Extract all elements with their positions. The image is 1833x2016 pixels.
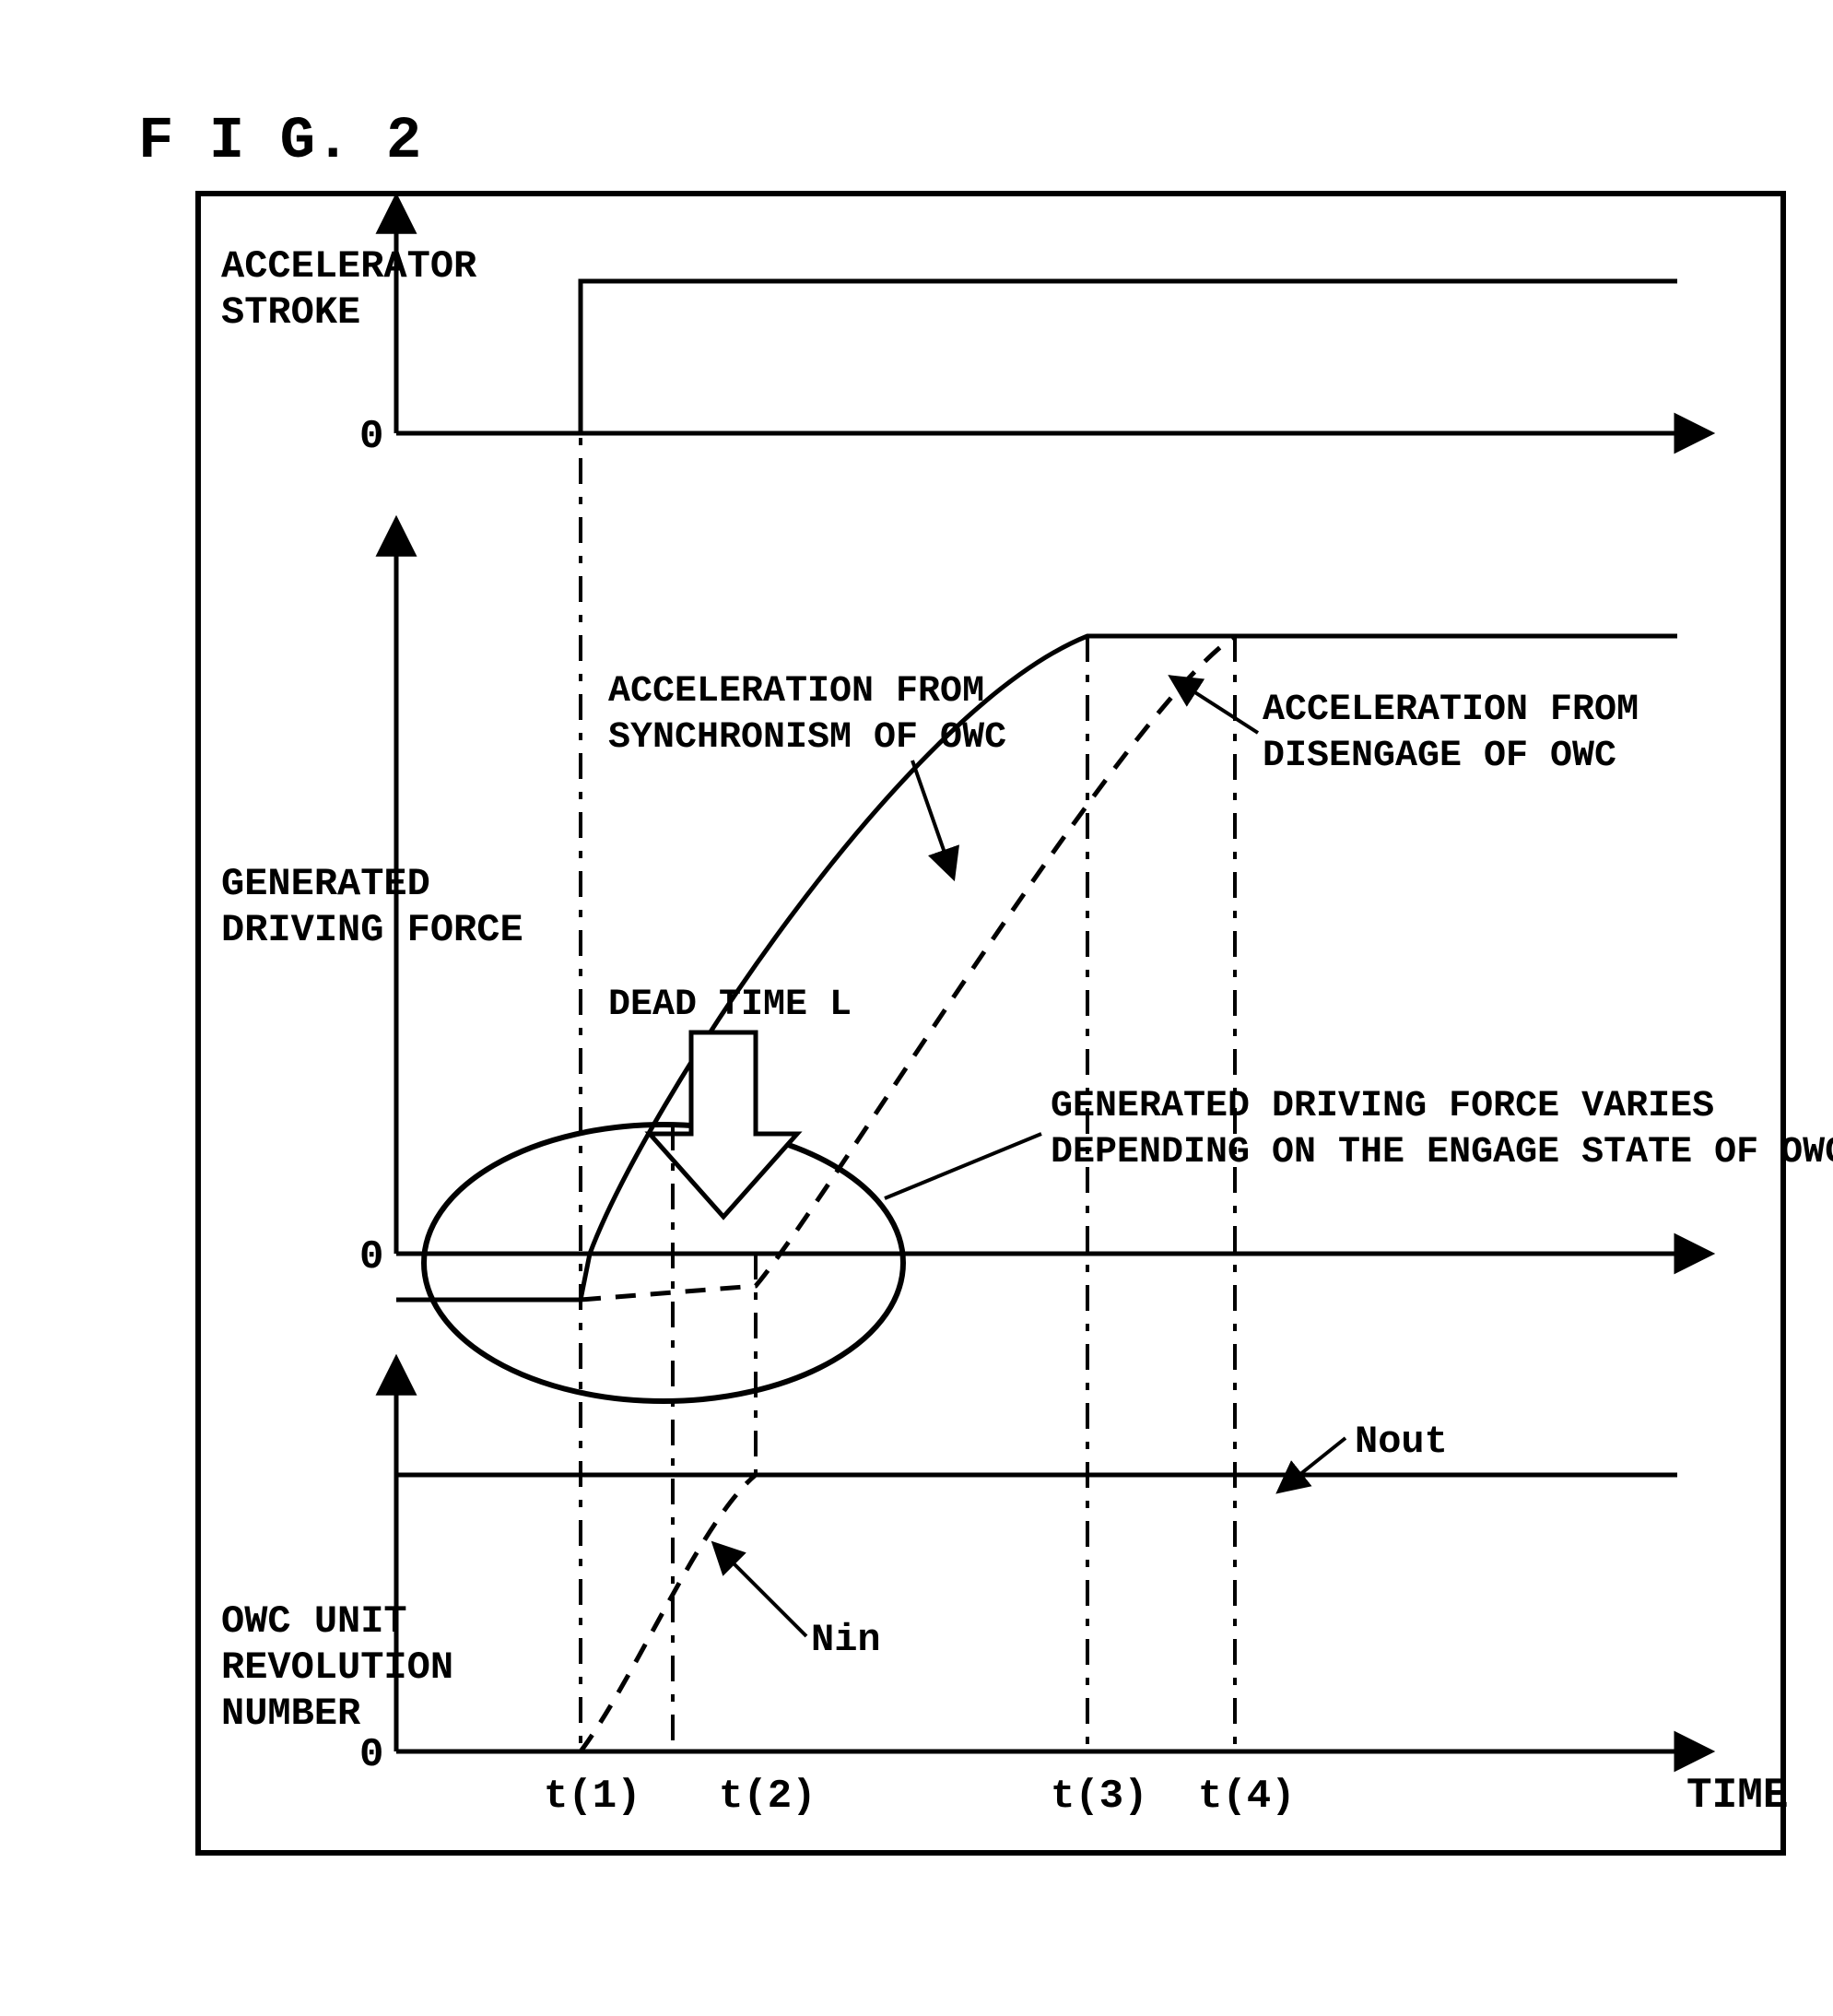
callout-2: DEPENDING ON THE ENGAGE STATE OF OWC [1051,1132,1833,1173]
tick-t3: t(3) [1051,1774,1148,1820]
annot-diseng-2: DISENGAGE OF OWC [1263,736,1616,777]
deadtime-ellipse [424,1125,903,1401]
p2-ylabel-2: DRIVING FORCE [221,908,523,952]
annot-diseng-1: ACCELERATION FROM [1263,690,1639,731]
p3-ylabel-1: OWC UNIT [221,1599,407,1644]
figure-title: F I G. 2 [138,109,421,175]
callout-1: GENERATED DRIVING FORCE VARIES [1051,1086,1714,1127]
panel-owc-revolution: OWC UNIT REVOLUTION NUMBER 0 Nout Nin [221,1392,1677,1778]
p3-ylabel-3: NUMBER [221,1692,361,1736]
p2-zero: 0 [359,1234,383,1280]
figure: F I G. 2 ACCELERATOR STROKE 0 GENERATED … [0,0,1833,2016]
annot-sync-1: ACCELERATION FROM [608,671,984,713]
annot-sync-2: SYNCHRONISM OF OWC [608,717,1006,759]
tick-t4: t(4) [1198,1774,1296,1820]
nin-label: Nin [811,1618,881,1662]
tick-t2: t(2) [719,1774,817,1820]
panel-driving-force: GENERATED DRIVING FORCE 0 DEAD TIME L AC… [221,553,1833,1401]
nout-label: Nout [1355,1420,1448,1464]
panel-accelerator-stroke: ACCELERATOR STROKE 0 [221,230,1677,460]
time-axis-label: TIME [1686,1772,1788,1820]
tick-t1: t(1) [544,1774,641,1820]
p1-ylabel-2: STROKE [221,290,360,335]
p3-zero: 0 [359,1732,383,1778]
p1-ylabel-1: ACCELERATOR [221,244,477,289]
outer-frame [198,194,1783,1853]
p1-zero: 0 [359,414,383,460]
dead-time-label: DEAD TIME L [608,984,852,1026]
p3-ylabel-2: REVOLUTION [221,1645,453,1690]
p2-ylabel-1: GENERATED [221,862,430,906]
